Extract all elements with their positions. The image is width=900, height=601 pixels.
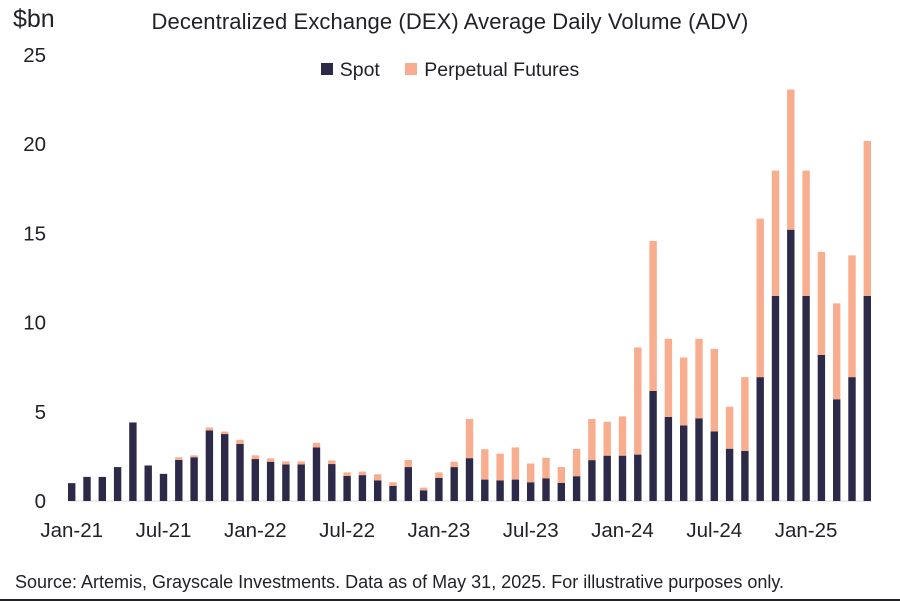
- svg-text:Jul-24: Jul-24: [686, 519, 742, 542]
- svg-text:Jan-25: Jan-25: [775, 519, 838, 542]
- svg-text:Jul-21: Jul-21: [136, 519, 192, 542]
- svg-text:Jan-24: Jan-24: [591, 519, 654, 542]
- svg-text:10: 10: [23, 312, 46, 335]
- svg-text:15: 15: [23, 222, 46, 245]
- svg-text:5: 5: [35, 401, 46, 424]
- svg-text:0: 0: [35, 490, 46, 513]
- svg-text:Jan-21: Jan-21: [40, 519, 103, 542]
- svg-text:25: 25: [23, 44, 46, 67]
- svg-text:Jan-23: Jan-23: [408, 519, 471, 542]
- svg-text:20: 20: [23, 133, 46, 156]
- svg-text:Jul-22: Jul-22: [319, 519, 375, 542]
- svg-text:Jul-23: Jul-23: [503, 519, 559, 542]
- svg-text:Jan-22: Jan-22: [224, 519, 287, 542]
